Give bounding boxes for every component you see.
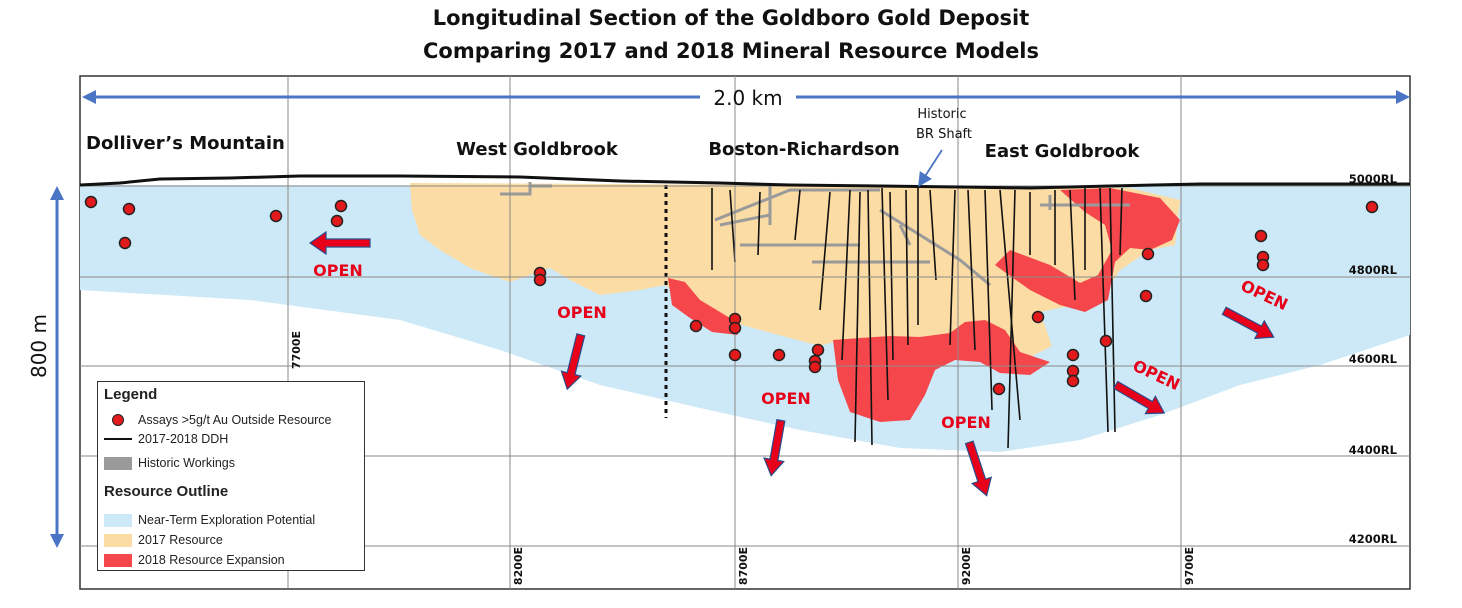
legend-ddh-label: 2017-2018 DDH xyxy=(138,432,229,446)
legend-row-2017: 2017 Resource xyxy=(104,532,223,548)
drill-holes xyxy=(711,187,1123,449)
assay-marker-icon xyxy=(112,414,124,426)
legend-nearterm-label: Near-Term Exploration Potential xyxy=(138,513,316,527)
resource-2017-swatch-icon xyxy=(104,533,132,547)
legend-2018-label: 2018 Resource Expansion xyxy=(138,553,285,567)
legend-row-assays: Assays >5g/t Au Outside Resource xyxy=(104,412,332,428)
legend-historic-label: Historic Workings xyxy=(138,456,236,470)
figure-title-line2: Comparing 2017 and 2018 Mineral Resource… xyxy=(422,39,1040,63)
elevation-label-5000: 5000RL xyxy=(1349,172,1398,186)
easting-label-9700: 9700E xyxy=(1183,547,1196,585)
resource-2018-swatch-icon xyxy=(104,553,132,567)
assay-markers xyxy=(84,195,1379,396)
legend-title: Legend xyxy=(104,386,158,403)
elevation-label-4600: 4600RL xyxy=(1349,352,1398,366)
figure-title-line1: Longitudinal Section of the Goldboro Gol… xyxy=(432,6,1030,30)
shaft-label-line1: Historic xyxy=(917,107,966,122)
scale-horizontal-label: 2.0 km xyxy=(713,86,782,110)
area-label-east-goldbrook: East Goldbrook xyxy=(985,141,1141,162)
ddh-line-icon xyxy=(104,438,132,440)
historic-swatch-icon xyxy=(104,456,132,470)
legend-row-2018: 2018 Resource Expansion xyxy=(104,552,285,568)
resource-2017-zone xyxy=(410,183,1180,362)
elevation-label-4800: 4800RL xyxy=(1349,263,1398,277)
open-arrows xyxy=(308,230,1275,497)
shaft-pointer-arrow xyxy=(918,149,943,188)
open-label-1: OPEN xyxy=(313,261,363,280)
legend-box: Legend Assays >5g/t Au Outside Resource … xyxy=(97,381,365,571)
legend-assays-label: Assays >5g/t Au Outside Resource xyxy=(138,413,332,427)
legend-2017-label: 2017 Resource xyxy=(138,533,223,547)
scale-vertical-label: 800 m xyxy=(27,314,51,378)
open-label-3: OPEN xyxy=(761,389,811,408)
easting-label-8200: 8200E xyxy=(512,547,525,585)
area-label-boston-richardson: Boston-Richardson xyxy=(708,139,899,160)
open-label-2: OPEN xyxy=(557,303,607,322)
topography-line xyxy=(79,174,1410,190)
open-label-4: OPEN xyxy=(941,413,991,432)
easting-label-7700: 7700E xyxy=(290,331,303,369)
nearterm-swatch-icon xyxy=(104,513,132,527)
scale-arrowhead-right xyxy=(1396,90,1410,104)
legend-row-ddh: 2017-2018 DDH xyxy=(104,431,228,447)
resource-2018-expansion-east xyxy=(995,188,1180,312)
scale-arrowhead-left xyxy=(82,90,96,104)
scale-arrowhead-top xyxy=(50,186,64,200)
legend-outline-title: Resource Outline xyxy=(104,483,229,500)
legend-row-nearterm: Near-Term Exploration Potential xyxy=(104,512,315,528)
area-label-dollivers: Dolliver’s Mountain xyxy=(86,133,285,154)
legend-row-historic: Historic Workings xyxy=(104,455,235,471)
scale-arrowhead-bottom xyxy=(50,534,64,548)
shaft-label-line2: BR Shaft xyxy=(916,127,972,142)
easting-label-9200: 9200E xyxy=(960,547,973,585)
area-label-west-goldbrook: West Goldbrook xyxy=(456,139,619,160)
elevation-label-4200: 4200RL xyxy=(1349,532,1398,546)
elevation-label-4400: 4400RL xyxy=(1349,443,1398,457)
resource-2018-expansion-west xyxy=(668,278,738,335)
easting-label-8700: 8700E xyxy=(737,547,750,585)
